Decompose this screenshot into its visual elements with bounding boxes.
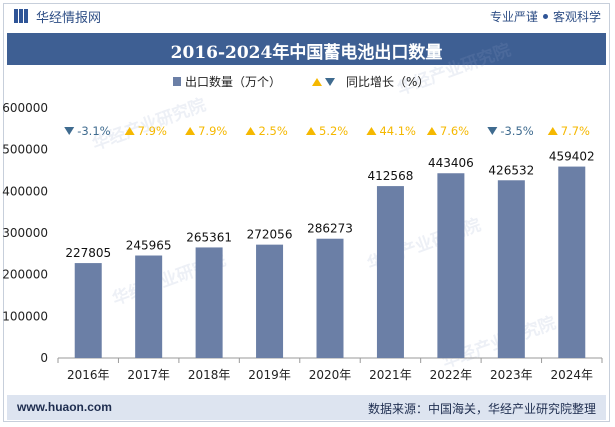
- footer-bar: www.huaon.com 数据来源：中国海关，华经产业研究院整理: [7, 395, 606, 420]
- growth-label: 44.1%: [379, 124, 416, 138]
- growth-up-triangle-icon: [306, 127, 316, 135]
- growth-label: 2.5%: [259, 124, 288, 138]
- tagline-dot-icon: [542, 14, 548, 19]
- bar: [74, 263, 102, 358]
- y-tick-label: 400000: [2, 184, 48, 198]
- bar-value-label: 265361: [186, 230, 232, 244]
- legend-label-growth: 同比增长（%）: [346, 75, 429, 89]
- growth-label: 7.9%: [138, 124, 167, 138]
- bar-value-label: 412568: [368, 169, 414, 183]
- y-tick-label: 0: [40, 351, 48, 365]
- growth-up-triangle-icon: [185, 127, 196, 135]
- chart-frame: [3, 3, 610, 422]
- footer-source: 数据来源：中国海关，华经产业研究院整理: [367, 402, 596, 416]
- footer-url: www.huaon.com: [17, 400, 112, 414]
- title-bar: 2016-2024年中国蓄电池出口数量: [7, 33, 606, 65]
- watermark-text: 华经产业研究院: [395, 39, 514, 99]
- growth-up-triangle-icon: [245, 127, 256, 135]
- growth-label: -3.5%: [500, 124, 533, 138]
- bar: [256, 244, 284, 358]
- x-tick-label: 2022年: [430, 368, 473, 382]
- y-tick-label: 300000: [2, 226, 48, 240]
- growth-up-triangle-icon: [547, 127, 558, 135]
- top-bar: 华经情报网 专业严谨 客观科学: [0, 0, 615, 32]
- y-tick-label: 100000: [2, 309, 48, 323]
- growth-down-triangle-icon: [487, 127, 498, 135]
- legend-swatch-bar: [173, 77, 181, 86]
- bar-value-label: 459402: [549, 150, 595, 164]
- brand-name: 华经情报网: [36, 11, 102, 26]
- growth-up-triangle-icon: [124, 127, 135, 135]
- x-tick-label: 2016年: [67, 368, 110, 382]
- bar: [376, 186, 404, 358]
- chart-title: 2016-2024年中国蓄电池出口数量: [170, 43, 443, 63]
- bar-value-label: 272056: [247, 228, 293, 242]
- growth-label: 7.7%: [561, 124, 590, 138]
- growth-up-triangle-icon: [426, 127, 437, 135]
- legend-up-triangle-icon: [312, 78, 322, 86]
- bar-value-label: 426532: [488, 163, 534, 177]
- x-tick-label: 2018年: [188, 368, 231, 382]
- bar-value-label: 227805: [65, 246, 111, 260]
- x-tick-label: 2023年: [490, 368, 533, 382]
- bar: [558, 166, 586, 358]
- bar: [195, 247, 223, 358]
- brand-logo-icon: [14, 9, 28, 23]
- y-tick-label: 500000: [2, 143, 48, 157]
- bar: [135, 255, 163, 358]
- growth-label: 5.2%: [319, 124, 348, 138]
- x-tick-label: 2019年: [248, 368, 291, 382]
- growth-label: -3.1%: [77, 124, 110, 138]
- growth-down-triangle-icon: [64, 127, 75, 135]
- growth-label: 7.9%: [198, 124, 227, 138]
- bar: [316, 238, 344, 358]
- x-tick-label: 2021年: [369, 368, 412, 382]
- growth-label: 7.6%: [440, 124, 469, 138]
- bar-value-label: 286273: [307, 222, 353, 236]
- bar-value-label: 443406: [428, 156, 474, 170]
- tagline-left: 专业严谨: [489, 10, 538, 24]
- tagline: 专业严谨 客观科学: [490, 8, 601, 25]
- growth-up-triangle-icon: [366, 127, 377, 135]
- bar: [497, 180, 525, 358]
- tagline-right: 客观科学: [552, 10, 601, 24]
- x-tick-label: 2024年: [551, 368, 594, 382]
- y-tick-label: 200000: [2, 268, 48, 282]
- y-tick-label: 600000: [2, 101, 48, 115]
- bar: [437, 173, 465, 358]
- legend-down-triangle-icon: [325, 78, 335, 86]
- x-tick-label: 2017年: [127, 368, 170, 382]
- bar-value-label: 245965: [126, 239, 172, 253]
- legend-label-export: 出口数量（万个）: [185, 74, 281, 89]
- x-tick-label: 2020年: [309, 368, 352, 382]
